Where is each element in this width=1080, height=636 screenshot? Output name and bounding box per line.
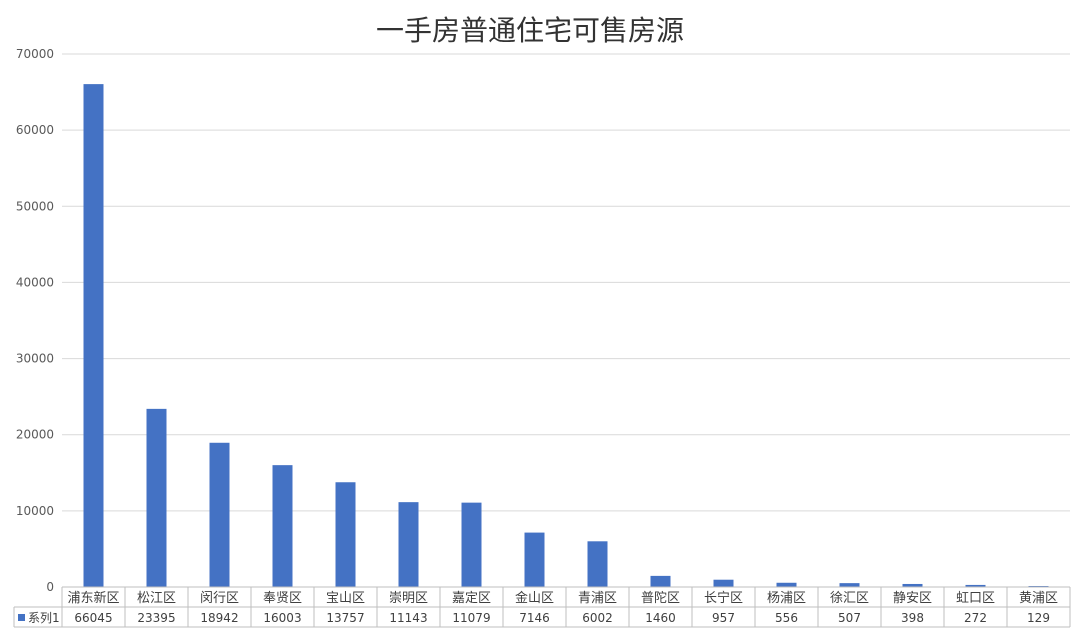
category-label: 长宁区 bbox=[704, 590, 743, 606]
y-tick-label: 70000 bbox=[16, 47, 54, 61]
data-label: 272 bbox=[964, 611, 987, 625]
y-tick-label: 20000 bbox=[16, 428, 54, 442]
data-label: 1460 bbox=[645, 611, 676, 625]
data-label: 11079 bbox=[452, 611, 490, 625]
y-axis: 0 10000 20000 30000 40000 50000 60000 70000 bbox=[16, 47, 54, 594]
y-tick-label: 30000 bbox=[16, 352, 54, 366]
category-label: 金山区 bbox=[515, 590, 554, 606]
category-label: 崇明区 bbox=[389, 591, 428, 606]
category-label: 宝山区 bbox=[326, 591, 365, 606]
y-tick-label: 50000 bbox=[16, 199, 54, 213]
data-label: 16003 bbox=[263, 611, 301, 625]
bar bbox=[965, 584, 986, 587]
category-label: 奉贤区 bbox=[263, 591, 302, 606]
bar bbox=[83, 84, 104, 587]
data-label: 556 bbox=[775, 611, 798, 625]
category-label: 普陀区 bbox=[641, 590, 680, 606]
category-label: 黄浦区 bbox=[1019, 591, 1058, 606]
data-label: 957 bbox=[712, 611, 735, 625]
category-label: 静安区 bbox=[893, 591, 932, 606]
category-label: 浦东新区 bbox=[67, 590, 119, 606]
data-label: 11143 bbox=[389, 611, 427, 625]
bar bbox=[839, 583, 860, 587]
data-label: 7146 bbox=[519, 611, 550, 625]
y-tick-label: 10000 bbox=[16, 504, 54, 518]
bar bbox=[776, 582, 797, 587]
category-label: 杨浦区 bbox=[767, 591, 806, 606]
y-tick-label: 0 bbox=[46, 580, 54, 594]
data-label: 18942 bbox=[200, 611, 238, 625]
bar bbox=[398, 502, 419, 587]
bar bbox=[272, 465, 293, 587]
bar bbox=[209, 442, 230, 587]
bar bbox=[713, 579, 734, 587]
data-label: 23395 bbox=[137, 611, 175, 625]
bar bbox=[902, 583, 923, 587]
category-label: 虹口区 bbox=[956, 591, 995, 606]
bar bbox=[524, 532, 545, 587]
data-label: 398 bbox=[901, 611, 924, 625]
data-label: 13757 bbox=[326, 611, 364, 625]
bar bbox=[335, 482, 356, 587]
bar bbox=[650, 575, 671, 587]
category-label: 青浦区 bbox=[578, 591, 617, 606]
legend-label: 系列1 bbox=[28, 611, 60, 625]
data-label: 507 bbox=[838, 611, 861, 625]
data-label: 129 bbox=[1027, 611, 1050, 625]
bar bbox=[587, 541, 608, 587]
category-label: 松江区 bbox=[137, 591, 176, 606]
legend-swatch bbox=[18, 614, 25, 621]
data-label: 66045 bbox=[74, 611, 112, 625]
bar bbox=[461, 502, 482, 587]
bar bbox=[146, 408, 167, 587]
data-table: 浦东新区 66045 松江区 23395 闵行区 18942 奉贤区 16003 宝山区 1375… bbox=[13, 586, 1071, 628]
chart-title: 一手房普通住宅可售房源 bbox=[376, 14, 684, 47]
category-label: 徐汇区 bbox=[830, 591, 869, 606]
gridlines bbox=[62, 53, 1070, 512]
y-tick-label: 40000 bbox=[16, 275, 54, 289]
y-tick-label: 60000 bbox=[16, 123, 54, 137]
data-label: 6002 bbox=[582, 611, 613, 625]
category-label: 嘉定区 bbox=[452, 591, 491, 606]
bars bbox=[83, 84, 1049, 587]
category-label: 闵行区 bbox=[200, 591, 239, 606]
